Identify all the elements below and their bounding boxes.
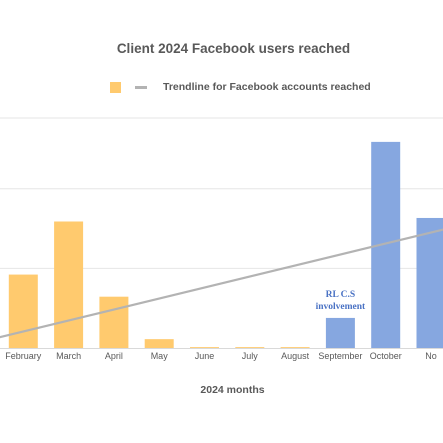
x-tick-label: September: [318, 351, 362, 361]
x-tick-label: No: [425, 351, 437, 361]
x-tick-label: April: [105, 351, 123, 361]
x-tick-labels: uaryFebruaryMarchAprilMayJuneJulyAugustS…: [5, 351, 437, 361]
annotation-line: RL C.S: [326, 290, 356, 300]
annotations: RL C.S involvement: [316, 290, 366, 312]
bar-april: [99, 296, 129, 348]
legend: Trendline for Facebook accounts reached: [110, 79, 371, 95]
chart-title: Client 2024 Facebook users reached: [116, 41, 351, 56]
bar-may: [144, 339, 174, 348]
trendline-layer: [0, 228, 443, 339]
bars: [8, 141, 443, 348]
bar-february: [8, 274, 38, 348]
bar-june: [190, 347, 219, 348]
bar-august: [280, 347, 310, 348]
x-tick-label: March: [56, 351, 81, 361]
x-tick-label: May: [151, 351, 169, 361]
x-tick-label: February: [5, 351, 42, 361]
legend-label-trendline: Trendline for Facebook accounts reached: [163, 81, 371, 93]
annotation-line: involvement: [316, 302, 366, 312]
legend-swatch-bars: [110, 81, 121, 93]
x-tick-label: October: [370, 351, 402, 361]
bar-september: [325, 317, 355, 348]
x-axis-title: 2024 months: [200, 384, 265, 396]
legend-swatch-trendline: [135, 85, 147, 89]
bar-july: [235, 347, 265, 348]
x-tick-label: July: [242, 351, 259, 361]
x-tick-label: June: [195, 351, 215, 361]
trendline: [0, 228, 443, 339]
bar-november: [416, 217, 443, 348]
bar-march: [54, 221, 84, 348]
x-tick-label: August: [281, 351, 310, 361]
